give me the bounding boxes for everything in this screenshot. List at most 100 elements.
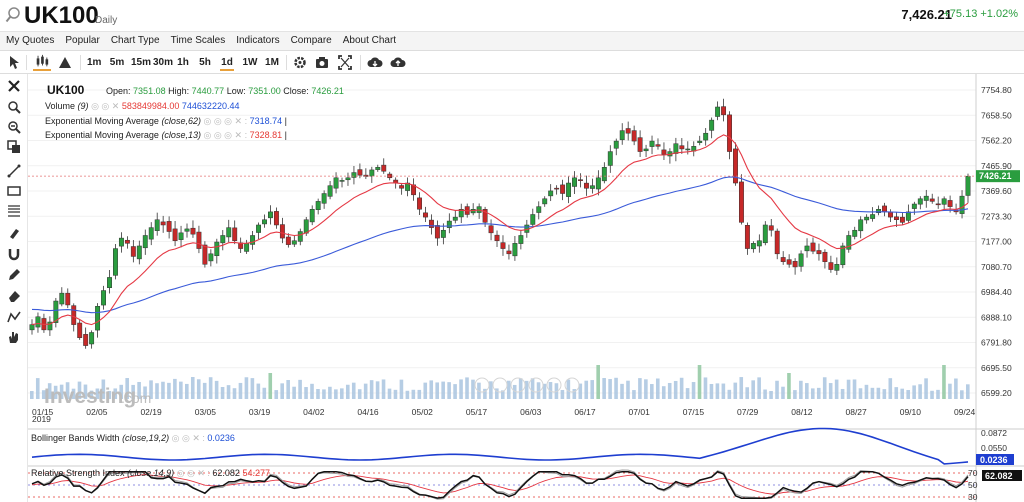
bbw-legend[interactable]: Bollinger Bands Width (close,19,2) ◎ ◎ ✕… [31, 433, 235, 444]
cloud-download-icon[interactable] [367, 54, 383, 71]
candle-body [888, 211, 893, 218]
candle-body [536, 206, 542, 213]
candle-body [673, 143, 679, 154]
legend-controls-icon[interactable]: ◎ ◎ ✕ : [171, 433, 205, 443]
candle-body [852, 229, 858, 237]
cross-icon[interactable] [7, 79, 21, 93]
symbol-title[interactable]: UK100 [24, 2, 99, 29]
hand-icon[interactable] [7, 330, 21, 344]
legend-controls-icon[interactable]: ◎ ◎ ✕ : [176, 468, 210, 478]
candle-body [560, 184, 566, 194]
cloud-upload-icon[interactable] [390, 54, 406, 71]
candles-icon[interactable] [33, 54, 51, 71]
volume-bar [375, 381, 380, 399]
volume-bar [894, 387, 899, 399]
zoom-out-icon[interactable] [7, 120, 21, 134]
camera-icon[interactable] [315, 54, 329, 71]
pattern-icon[interactable] [7, 310, 21, 324]
interval-15m[interactable]: 15m [131, 57, 152, 68]
volume-bar [495, 388, 499, 399]
candle-body [250, 235, 256, 245]
price-tick-label: 7080.70 [981, 262, 1012, 272]
search-icon[interactable] [5, 6, 21, 24]
investing-watermark: Investing .com [44, 385, 151, 408]
gear-icon[interactable] [293, 54, 307, 71]
volume-bar [41, 390, 46, 399]
copy-icon[interactable] [7, 140, 21, 154]
nav-first-icon[interactable] [474, 377, 490, 393]
magnet-icon[interactable] [7, 247, 21, 261]
candle-body [452, 216, 458, 221]
volume-bar [822, 377, 827, 399]
rsi-tick-label: 30 [968, 492, 978, 502]
nav-prev-icon[interactable] [492, 377, 508, 393]
candle-body [679, 145, 685, 150]
eraser-icon[interactable] [7, 289, 21, 303]
candle-body [554, 187, 560, 190]
rsi-tick-label: 50 [968, 480, 978, 490]
candle-body [440, 229, 446, 238]
volume-bar [214, 380, 219, 399]
candle-body [619, 130, 625, 141]
chart-toolbar: 1m 5m 15m 30m 1h 5h 1d 1W 1M [0, 51, 1024, 74]
volume-bar [769, 390, 773, 399]
menu-chart-type[interactable]: Chart Type [110, 35, 160, 46]
zoom-select-icon[interactable] [7, 100, 21, 114]
candle-body [226, 227, 232, 238]
legend-controls-icon[interactable]: ◎ ◎ ◎ ✕ : [203, 116, 248, 126]
price-tick-label: 6599.20 [981, 388, 1012, 398]
interval-1w[interactable]: 1W [242, 57, 258, 68]
candle-body [589, 185, 595, 189]
volume-bar [351, 382, 356, 399]
volume-bar [137, 381, 141, 399]
ema13-legend[interactable]: Exponential Moving Average (close,13) ◎ … [45, 130, 287, 140]
interval-1h[interactable]: 1h [177, 57, 189, 68]
brush-icon[interactable] [7, 226, 21, 240]
candle-body [482, 209, 488, 223]
nav-next-icon[interactable] [546, 377, 562, 393]
candle-body [321, 193, 327, 204]
candle-body [381, 164, 387, 172]
zoom-in-nav-icon[interactable] [510, 377, 526, 393]
volume-bar [870, 387, 875, 399]
rectangle-icon[interactable] [7, 184, 21, 198]
menu-my-quotes[interactable]: My Quotes [6, 35, 55, 46]
interval-1mo[interactable]: 1M [265, 57, 279, 68]
volume-bar [423, 382, 428, 399]
interval-5m[interactable]: 5m [109, 57, 125, 68]
interval-5h[interactable]: 5h [199, 57, 211, 68]
legend-controls-icon[interactable]: ◎ ◎ ◎ ✕ : [203, 130, 248, 140]
rsi-legend[interactable]: Relative Strength Index (close,14,9) ◎ ◎… [31, 468, 270, 479]
pen-icon[interactable] [7, 268, 21, 282]
zoom-out-nav-icon[interactable] [528, 377, 544, 393]
volume-legend[interactable]: Volume (9) ◎ ◎ ✕ 583849984.00 744632220.… [45, 101, 239, 112]
high-value: 7440.77 [191, 86, 225, 96]
interval-1d[interactable]: 1d [220, 54, 234, 71]
menu-time-scales[interactable]: Time Scales [170, 35, 226, 46]
ema62-legend[interactable]: Exponential Moving Average (close,62) ◎ … [45, 116, 287, 126]
volume-bar [590, 380, 595, 399]
candle-body [309, 208, 315, 223]
area-icon[interactable] [58, 54, 72, 71]
volume-bar [250, 378, 255, 399]
cursor-icon[interactable] [8, 54, 20, 71]
menu-popular[interactable]: Popular [65, 35, 100, 46]
fibonacci-icon[interactable] [7, 204, 21, 218]
interval-1m[interactable]: 1m [87, 57, 102, 68]
rsi-signal-line [31, 474, 969, 495]
candle-body [59, 292, 65, 305]
price-chart[interactable]: Investing .com 7754.80 7658.50 7562.20 7465… [28, 74, 1024, 502]
interval-30m[interactable]: 30m [153, 57, 174, 68]
trend-line-icon[interactable] [7, 164, 21, 178]
candle-body [428, 219, 434, 228]
menu-about-chart[interactable]: About Chart [342, 35, 397, 46]
candle-body [637, 137, 643, 152]
menu-indicators[interactable]: Indicators [236, 35, 280, 46]
nav-last-icon[interactable] [564, 377, 580, 393]
menu-compare[interactable]: Compare [290, 35, 332, 46]
volume-bar [190, 377, 195, 399]
fullscreen-icon[interactable] [338, 54, 352, 71]
legend-controls-icon[interactable]: ◎ ◎ ✕ [91, 101, 120, 111]
candle-body [220, 235, 226, 244]
ema62-param: (close,62) [161, 116, 201, 126]
